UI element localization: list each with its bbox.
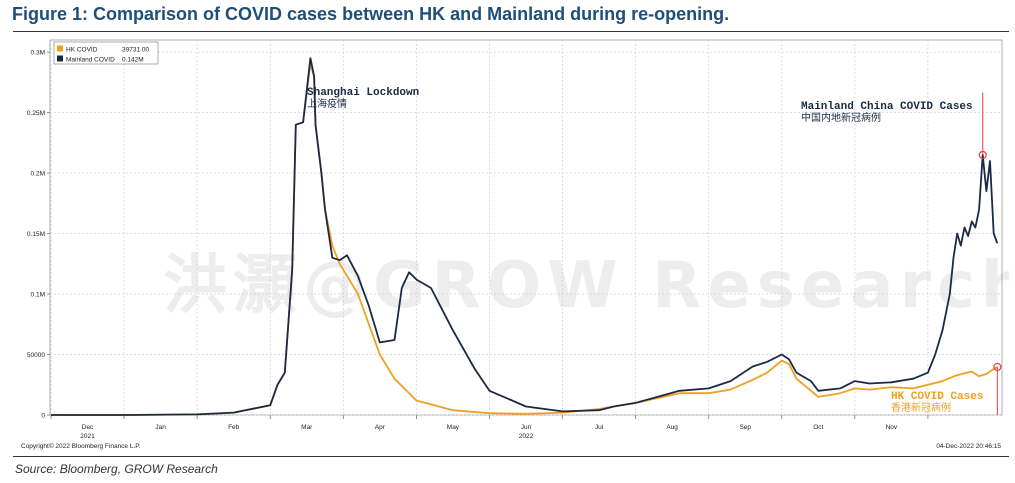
x-tick-label: Oct <box>813 424 823 431</box>
y-tick-label: 0.1M <box>31 292 45 299</box>
source-note: Source: Bloomberg, GROW Research <box>15 462 218 476</box>
legend-label-mainland: Mainland COVID <box>66 57 115 64</box>
annotation-shanghai-en: Shanghai Lockdown <box>307 87 419 99</box>
y-tick-label: 0.25M <box>27 110 45 117</box>
figure-title: Figure 1: Comparison of COVID cases betw… <box>12 4 730 24</box>
x-tick-label: Apr <box>375 424 386 431</box>
annotation-hk-cn: 香港新冠病例 <box>891 401 951 414</box>
chart-svg: 洪灝@GROW Research 0 50000 0.1M 0.15M 0.2M 0.25… <box>21 39 1009 450</box>
x-tick-label: Dec <box>82 424 94 431</box>
x-axis: Dec Jan Feb Mar Apr May Jun Jul Aug Sep Oct Nov 2021… <box>50 415 929 440</box>
series-line-mainland-covid <box>51 57 999 416</box>
x-tick-label: Jul <box>595 424 604 431</box>
x-tick-label: Mar <box>301 424 313 431</box>
annotation-mainland-en: Mainland China COVID Cases <box>801 101 973 113</box>
y-tick-label: 0 <box>41 413 45 420</box>
hk-last-marker <box>993 362 1002 372</box>
y-tick-label: 0.15M <box>27 231 45 238</box>
legend-value-hk: 39731.00 <box>122 47 149 54</box>
x-tick-label: Feb <box>228 424 240 431</box>
x-tick-label: Sep <box>739 424 751 431</box>
legend-swatch-hk <box>57 45 63 52</box>
y-axis: 0 50000 0.1M 0.15M 0.2M 0.25M 0.3M <box>27 50 50 420</box>
x-tick-label: Jun <box>521 424 532 431</box>
annotation-mainland-cn: 中国内地新冠病例 <box>801 111 881 124</box>
x-tick-label: Nov <box>886 424 898 431</box>
y-tick-label: 0.3M <box>31 50 45 57</box>
x-tick-label: Jan <box>155 424 166 431</box>
x-year-label: 2021 <box>80 433 95 440</box>
legend-label-hk: HK COVID <box>66 47 98 54</box>
annotation-hk-en: HK COVID Cases <box>891 391 983 403</box>
x-tick-label: Aug <box>666 424 678 431</box>
x-tick-label: May <box>447 424 460 431</box>
copyright: Copyright© 2022 Bloomberg Finance L.P. <box>21 442 141 450</box>
legend-value-mainland: 0.142M <box>122 57 144 64</box>
legend: HK COVID 39731.00 Mainland COVID 0.142M <box>53 41 159 65</box>
timestamp: 04-Dec-2022 20:46:15 <box>936 443 1001 450</box>
legend-swatch-mainland <box>57 55 63 62</box>
watermark: 洪灝@GROW Research <box>163 249 1009 323</box>
grid-layer <box>50 40 1002 416</box>
y-tick-label: 0.2M <box>31 171 45 178</box>
chart-frame: 洪灝@GROW Research 0 50000 0.1M 0.15M 0.2M 0.25… <box>13 31 1009 457</box>
mainland-peak-marker <box>978 150 987 160</box>
y-tick-label: 50000 <box>27 352 45 359</box>
legend-box <box>53 41 159 65</box>
annotation-shanghai-cn: 上海疫情 <box>307 97 347 110</box>
plot-area <box>49 39 1003 416</box>
x-year-label: 2022 <box>519 433 534 440</box>
